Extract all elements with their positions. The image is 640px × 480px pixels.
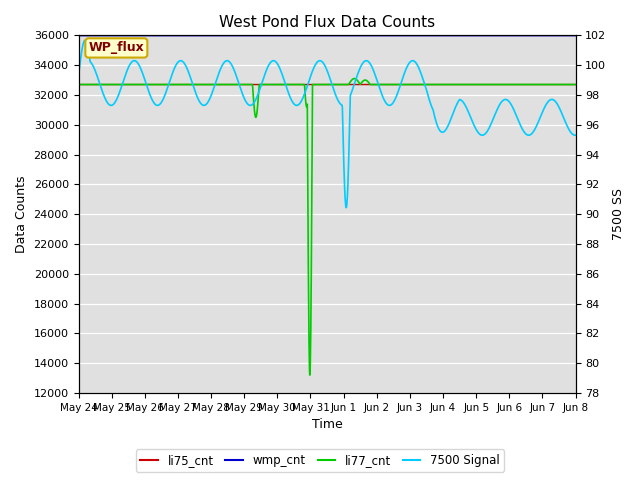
li75_cnt — [466, 82, 474, 87]
Legend: li75_cnt, wmp_cnt, li77_cnt, 7500 Signal: li75_cnt, wmp_cnt, li77_cnt, 7500 Signal — [136, 449, 504, 472]
Y-axis label: 7500 SS: 7500 SS — [612, 188, 625, 240]
7500 Signal — [467, 114, 474, 120]
X-axis label: Time: Time — [312, 419, 342, 432]
7500 Signal — [100, 93, 108, 99]
li77_cnt — [467, 82, 474, 87]
li75_cnt — [75, 82, 83, 87]
li77_cnt — [557, 82, 565, 87]
wmp_cnt — [75, 33, 83, 38]
wmp_cnt — [100, 33, 108, 38]
li75_cnt — [557, 82, 564, 87]
li77_cnt — [100, 82, 108, 87]
li77_cnt — [351, 76, 358, 82]
7500 Signal — [557, 109, 565, 115]
li77_cnt — [317, 82, 324, 87]
li77_cnt — [75, 82, 83, 87]
li77_cnt — [306, 372, 314, 378]
Line: 7500 Signal: 7500 Signal — [79, 40, 575, 208]
7500 Signal — [303, 83, 311, 89]
li75_cnt — [316, 82, 324, 87]
wmp_cnt — [316, 33, 324, 38]
7500 Signal — [81, 37, 89, 43]
wmp_cnt — [557, 33, 565, 38]
li75_cnt — [572, 82, 579, 87]
7500 Signal — [558, 110, 566, 116]
li75_cnt — [303, 82, 311, 87]
li77_cnt — [303, 103, 311, 109]
Title: West Pond Flux Data Counts: West Pond Flux Data Counts — [219, 15, 435, 30]
Text: WP_flux: WP_flux — [88, 41, 144, 54]
7500 Signal — [75, 73, 83, 79]
li75_cnt — [100, 82, 108, 87]
wmp_cnt — [557, 33, 564, 38]
li75_cnt — [557, 82, 565, 87]
li77_cnt — [558, 82, 566, 87]
wmp_cnt — [572, 33, 579, 38]
wmp_cnt — [466, 33, 474, 38]
Line: li77_cnt: li77_cnt — [79, 79, 575, 375]
wmp_cnt — [303, 33, 311, 38]
Y-axis label: Data Counts: Data Counts — [15, 176, 28, 253]
7500 Signal — [572, 132, 579, 138]
7500 Signal — [342, 205, 350, 211]
li77_cnt — [572, 82, 579, 87]
7500 Signal — [317, 58, 324, 64]
